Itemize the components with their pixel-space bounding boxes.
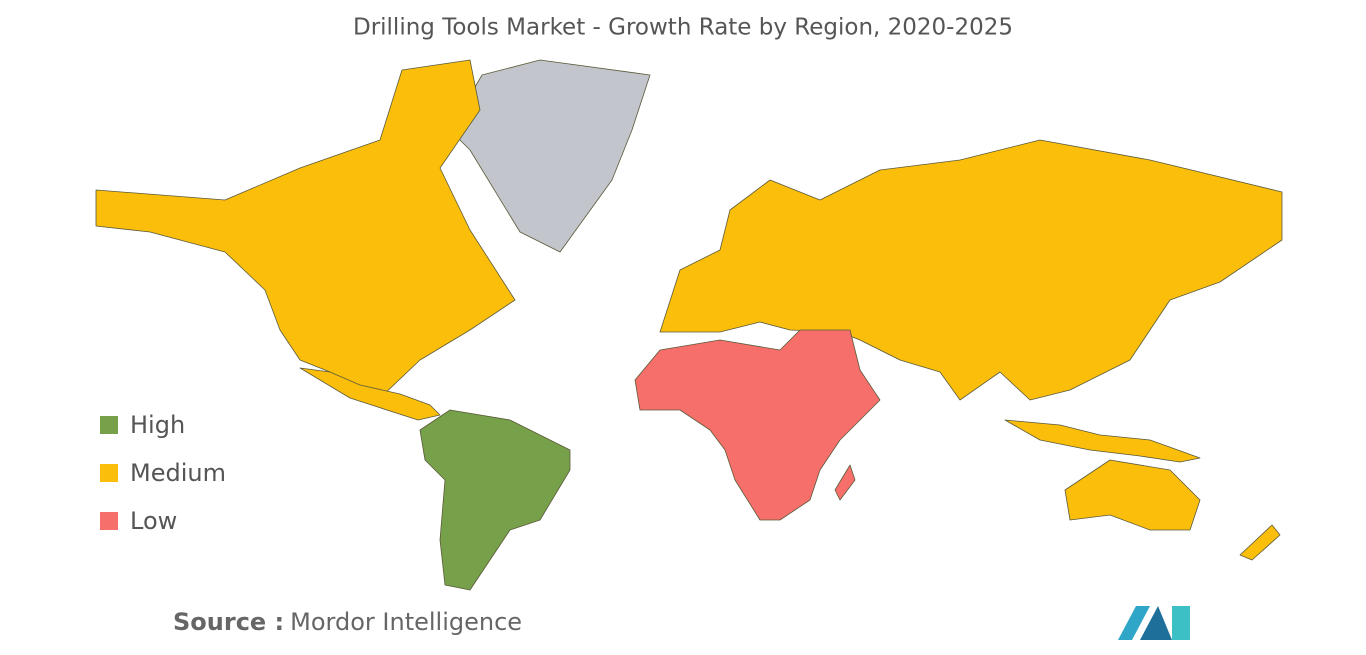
region-middle-east-africa	[634, 329, 881, 521]
legend-label: Low	[130, 507, 177, 535]
region-south-america	[419, 409, 571, 591]
source-name: Mordor Intelligence	[290, 608, 522, 636]
logo-part	[1118, 606, 1150, 640]
region-greenland	[449, 59, 651, 253]
region-new-zealand	[1239, 524, 1281, 561]
region-madagascar	[834, 464, 856, 501]
logo-part	[1172, 606, 1190, 640]
legend-swatch	[100, 464, 118, 482]
region-central-america	[299, 367, 441, 421]
region-australia	[1064, 459, 1201, 531]
world-map	[95, 59, 1283, 591]
legend-swatch	[100, 512, 118, 530]
legend-label: Medium	[130, 459, 226, 487]
legend: High Medium Low	[100, 411, 226, 535]
source-label: Source :	[173, 608, 284, 636]
region-southeast-asia	[1004, 419, 1201, 463]
region-north-america	[95, 59, 516, 399]
logo-part	[1140, 606, 1172, 640]
logo	[1118, 606, 1190, 640]
legend-swatch	[100, 416, 118, 434]
source: Source : Mordor Intelligence	[173, 608, 522, 636]
legend-label: High	[130, 411, 185, 439]
title: Drilling Tools Market - Growth Rate by R…	[353, 15, 1013, 41]
